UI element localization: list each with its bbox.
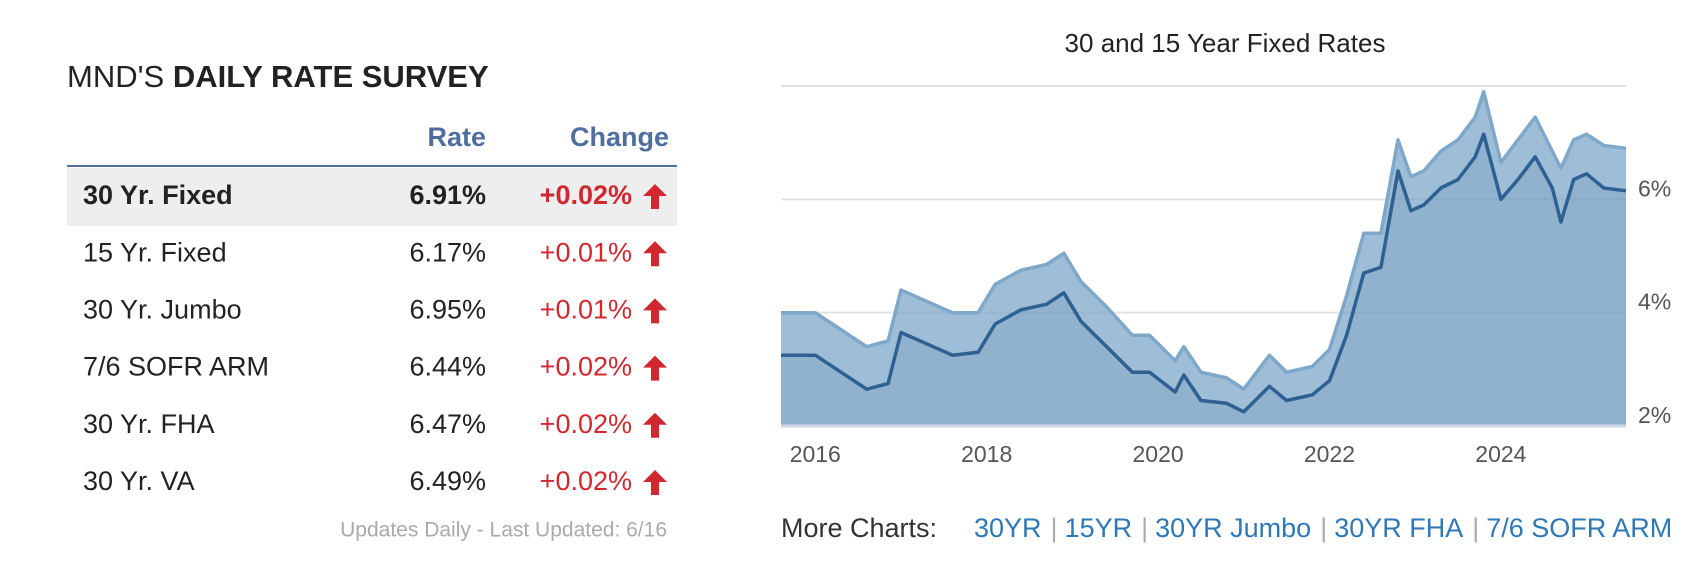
rate-value: 6.47% xyxy=(409,409,486,439)
y-tick-label: 4% xyxy=(1638,289,1671,315)
rate-change: +0.02% xyxy=(540,409,632,439)
x-tick-label: 2016 xyxy=(790,441,841,467)
rate-value: 6.44% xyxy=(409,352,486,382)
rate-value: 6.49% xyxy=(409,466,486,496)
chart-link[interactable]: 30YR Jumbo xyxy=(1155,513,1311,543)
chart-links: 30YR | 15YR | 30YR Jumbo | 30YR FHA | 7/6 SOFR A… xyxy=(974,513,1672,543)
up-arrow-icon xyxy=(643,412,667,438)
rate-change: +0.02% xyxy=(540,352,632,382)
chart-title: 30 and 15 Year Fixed Rates xyxy=(1065,28,1386,58)
rate-value: 6.95% xyxy=(409,295,486,325)
rate-change: +0.02% xyxy=(540,180,632,210)
rate-value: 6.17% xyxy=(409,237,486,267)
rate-name: 30 Yr. FHA xyxy=(83,409,215,439)
y-tick-label: 2% xyxy=(1638,402,1671,428)
rate-name: 30 Yr. Jumbo xyxy=(83,295,242,325)
chart-link[interactable]: 30YR FHA xyxy=(1334,513,1463,543)
up-arrow-icon xyxy=(643,298,667,324)
rate-name: 30 Yr. Fixed xyxy=(83,180,233,210)
survey-title: MND'S DAILY RATE SURVEY xyxy=(67,59,489,94)
chart-link[interactable]: 15YR xyxy=(1065,513,1133,543)
rate-name: 15 Yr. Fixed xyxy=(83,237,227,267)
x-tick-label: 2020 xyxy=(1132,441,1183,467)
up-arrow-icon xyxy=(643,355,667,381)
rate-name: 7/6 SOFR ARM xyxy=(83,352,269,382)
series-area xyxy=(781,134,1626,426)
rate-change: +0.01% xyxy=(540,237,632,267)
rate-rows: 30 Yr. Fixed 6.91% +0.02% 15 Yr. Fixed 6.17%… xyxy=(67,168,677,496)
link-separator: | xyxy=(1141,513,1148,543)
column-header: Change xyxy=(570,122,669,152)
plot: 2% 4% 6% 2016 2018 2020 2022 2024 xyxy=(781,85,1671,467)
link-separator: | xyxy=(1051,513,1058,543)
rate-value: 6.91% xyxy=(409,180,486,210)
title-prefix: MND'S xyxy=(67,59,164,94)
update-note: Updates Daily - Last Updated: 6/16 xyxy=(340,519,667,542)
up-arrow-icon xyxy=(643,470,667,495)
chart-link[interactable]: 30YR xyxy=(974,513,1042,543)
rate-name: 30 Yr. VA xyxy=(83,466,195,496)
rate-change: +0.02% xyxy=(540,466,632,496)
up-arrow-icon xyxy=(643,241,667,267)
series-line xyxy=(781,89,1627,391)
y-tick-label: 6% xyxy=(1638,175,1671,201)
title-main: DAILY RATE SURVEY xyxy=(173,59,489,94)
series-line xyxy=(781,132,1627,414)
rate-change: +0.01% xyxy=(540,295,632,325)
link-separator: | xyxy=(1320,513,1327,543)
x-tick-label: 2024 xyxy=(1475,441,1526,467)
x-tick-label: 2022 xyxy=(1304,441,1355,467)
row-highlight xyxy=(67,168,677,226)
chart-link[interactable]: 7/6 SOFR ARM xyxy=(1486,513,1672,543)
column-header: Rate xyxy=(427,122,486,152)
up-arrow-icon xyxy=(643,184,667,209)
x-tick-label: 2018 xyxy=(961,441,1012,467)
more-charts-label: More Charts: xyxy=(781,513,937,543)
link-separator: | xyxy=(1472,513,1479,543)
